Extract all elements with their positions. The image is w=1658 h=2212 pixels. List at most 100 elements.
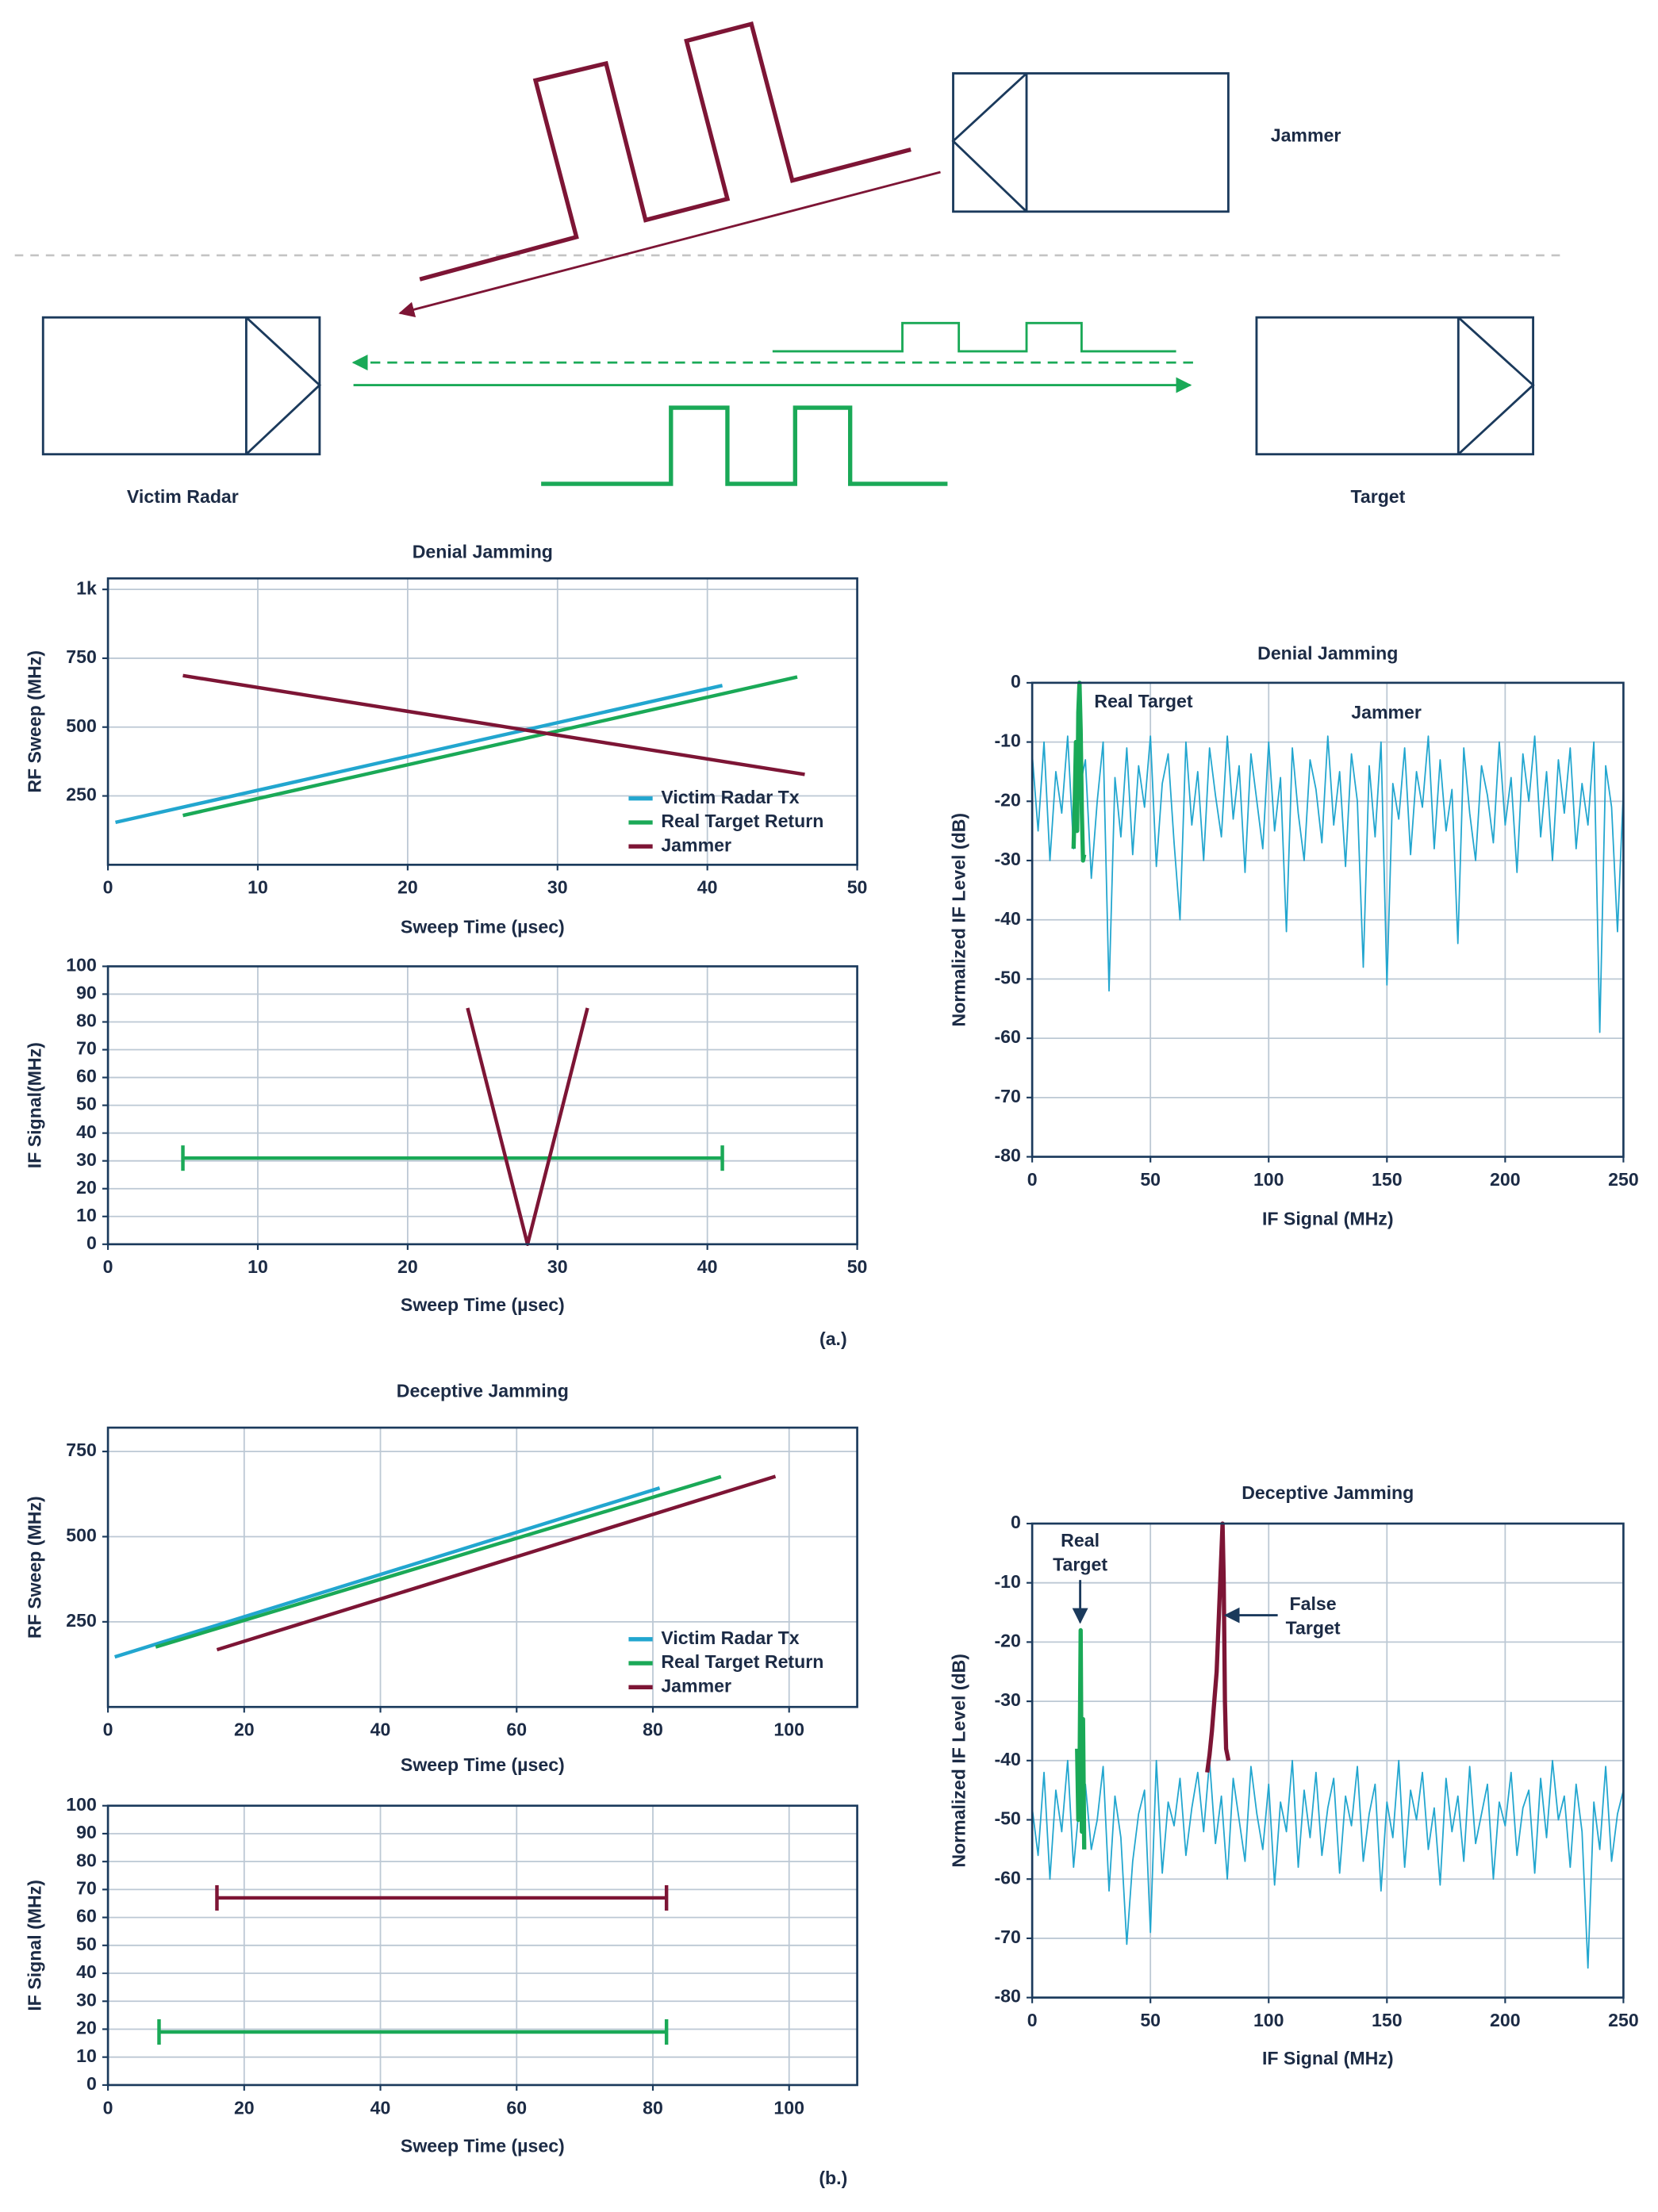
y-tick-label: -20 — [994, 1631, 1020, 1651]
panel-label: (b.) — [819, 2168, 847, 2188]
chart: 0 10 20 30 40 50 0 10 20 30 40 50 60 70 80 90 100 Sweep T… — [24, 955, 867, 1316]
annotation: Real Target — [1053, 1530, 1107, 1574]
legend-label: Jammer — [661, 834, 731, 855]
y-tick-label: 0 — [1011, 671, 1021, 692]
jammer-pulse — [419, 21, 912, 282]
x-tick-label: 150 — [1372, 1169, 1403, 1190]
y-tick-label: -10 — [994, 1571, 1020, 1592]
data-line — [182, 675, 798, 818]
y-tick-label: -10 — [994, 730, 1020, 751]
y-tick-label: 60 — [76, 1066, 97, 1087]
annotation: Real Target — [1094, 691, 1192, 711]
x-axis-label: IF Signal (MHz) — [1262, 1209, 1394, 1229]
x-tick-label: 30 — [547, 1256, 568, 1277]
data-line — [182, 673, 805, 776]
x-tick-label: 100 — [1253, 1169, 1284, 1190]
chart-title: Denial Jamming — [413, 541, 553, 562]
y-tick-label: 90 — [76, 1822, 97, 1842]
x-tick-label: 30 — [547, 877, 568, 898]
x-tick-label: 50 — [847, 1256, 868, 1277]
y-tick-label: -30 — [994, 849, 1020, 869]
y-tick-label: 10 — [76, 2045, 97, 2066]
data-line — [115, 684, 723, 825]
y-tick-label: 40 — [76, 1961, 97, 1982]
y-axis-label: Normalized IF Level (dB) — [949, 1654, 969, 1868]
plot-frame — [1030, 681, 1625, 1158]
y-tick-label: 10 — [76, 1205, 97, 1225]
transmit-pulse — [541, 405, 948, 486]
plot-frame — [106, 1804, 858, 2087]
chart-title: Deceptive Jamming — [1242, 1482, 1414, 1503]
x-axis-label: Sweep Time (µsec) — [401, 2135, 565, 2156]
x-tick-label: 60 — [506, 1719, 527, 1740]
y-tick-label: 20 — [76, 1177, 97, 1198]
y-tick-label: -50 — [994, 1808, 1020, 1829]
x-tick-label: 0 — [103, 2097, 113, 2118]
x-tick-label: 50 — [1140, 1169, 1161, 1190]
legend-label: Victim Radar Tx — [661, 1627, 799, 1648]
y-axis-label: IF Signal(MHz) — [24, 1042, 44, 1168]
chart-title: Denial Jamming — [1257, 642, 1398, 663]
chart-title: Deceptive Jamming — [397, 1381, 569, 1401]
y-tick-label: 100 — [66, 1794, 97, 1815]
x-tick-label: 20 — [397, 1256, 418, 1277]
annotation-line: Real — [1061, 1530, 1100, 1551]
target-box — [1255, 316, 1535, 456]
data-line — [1075, 1627, 1087, 1850]
plot-frame — [106, 577, 858, 866]
x-tick-label: 0 — [1027, 1169, 1038, 1190]
y-tick-label: -70 — [994, 1086, 1020, 1106]
x-tick-label: 250 — [1608, 2010, 1639, 2030]
y-tick-label: -40 — [994, 1749, 1020, 1769]
x-tick-label: 10 — [248, 1256, 268, 1277]
target-label: Target — [1350, 486, 1405, 507]
data-line — [114, 1486, 661, 1659]
y-tick-label: -80 — [994, 1986, 1020, 2007]
x-tick-label: 60 — [506, 2097, 527, 2118]
y-axis-label: RF Sweep (MHz) — [24, 650, 44, 793]
y-tick-label: 70 — [76, 1877, 97, 1898]
y-tick-label: 50 — [76, 1934, 97, 1954]
x-tick-label: 150 — [1372, 2010, 1403, 2030]
jammer-label: Jammer — [1271, 125, 1341, 146]
x-tick-label: 250 — [1608, 1169, 1639, 1190]
legend-label: Victim Radar Tx — [661, 787, 799, 807]
annotation-line: Target — [1286, 1618, 1341, 1639]
x-tick-label: 0 — [1027, 2010, 1038, 2030]
data-line — [155, 1474, 722, 1649]
y-tick-label: 30 — [76, 1989, 97, 2010]
panel-label: (a.) — [819, 1328, 847, 1349]
y-axis-label: Normalized IF Level (dB) — [949, 813, 969, 1027]
y-tick-label: 40 — [76, 1121, 97, 1142]
y-tick-label: -30 — [994, 1689, 1020, 1710]
x-tick-label: 0 — [103, 1719, 113, 1740]
y-tick-label: 80 — [76, 1010, 97, 1031]
y-tick-label: -40 — [994, 908, 1020, 929]
x-tick-label: 40 — [370, 1719, 391, 1740]
data-line — [216, 1474, 777, 1652]
chart: 0 20 40 60 80 100 0 10 20 30 40 50 60 70 80 90 100 Sweep … — [24, 1794, 858, 2156]
legend-label: Real Target Return — [661, 811, 823, 831]
x-tick-label: 10 — [248, 877, 268, 898]
x-tick-label: 0 — [103, 877, 113, 898]
x-tick-label: 80 — [643, 2097, 663, 2118]
annotation: Jammer — [1351, 702, 1422, 723]
jammer-arrow — [398, 171, 941, 317]
y-tick-label: 250 — [66, 784, 97, 805]
x-tick-label: 200 — [1490, 1169, 1521, 1190]
y-tick-label: 30 — [76, 1149, 97, 1170]
y-tick-label: 500 — [66, 715, 97, 736]
victim-radar-label: Victim Radar — [127, 486, 239, 507]
y-tick-label: -60 — [994, 1026, 1020, 1047]
data-line — [1205, 1521, 1231, 1773]
x-tick-label: 100 — [773, 1719, 804, 1740]
y-tick-label: 1k — [76, 577, 97, 598]
y-axis-label: RF Sweep (MHz) — [24, 1496, 44, 1639]
y-tick-label: -20 — [994, 789, 1020, 810]
x-tick-label: 80 — [643, 1719, 663, 1740]
y-tick-label: 80 — [76, 1850, 97, 1870]
annotation-line: False — [1290, 1593, 1337, 1614]
legend-label: Real Target Return — [661, 1651, 823, 1672]
x-axis-label: Sweep Time (µsec) — [401, 1294, 565, 1315]
